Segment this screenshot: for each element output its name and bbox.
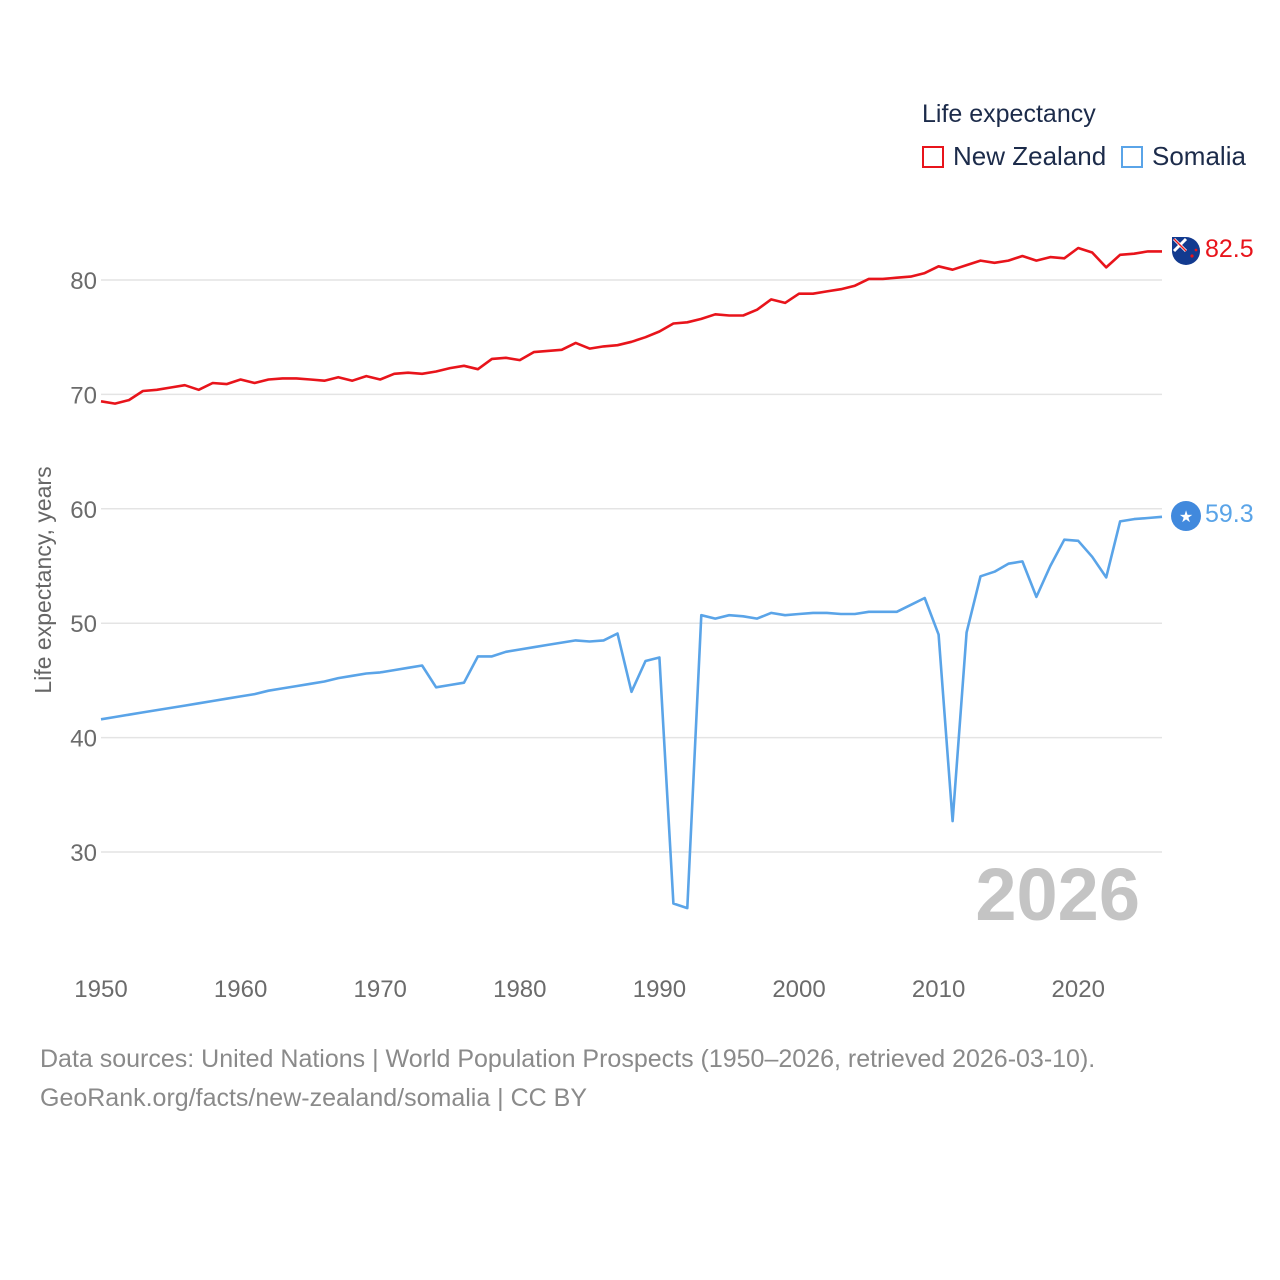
year-watermark: 2026	[975, 853, 1140, 936]
legend-title: Life expectancy	[922, 100, 1096, 128]
x-tick-label: 1970	[354, 976, 407, 1003]
series-line-new-zealand[interactable]	[100, 246, 1162, 405]
legend-label-somalia: Somalia	[1152, 141, 1246, 171]
y-tick-label: 60	[70, 497, 97, 524]
somalia-end-value: 59.3	[1205, 500, 1254, 528]
somalia-flag-icon: ★	[1171, 501, 1201, 531]
series-layer	[100, 246, 1163, 910]
x-tick-label: 1960	[214, 976, 267, 1003]
y-tick-label: 50	[70, 611, 97, 638]
x-tick-label: 2020	[1052, 976, 1105, 1003]
y-axis-ticks: 30 40 50 60 70 80	[70, 268, 97, 867]
new-zealand-end-value: 82.5	[1205, 235, 1254, 263]
y-tick-label: 70	[70, 382, 97, 409]
x-tick-label: 1990	[633, 976, 686, 1003]
x-tick-label: 1950	[74, 976, 127, 1003]
y-tick-label: 30	[70, 840, 97, 867]
legend-swatch-new-zealand	[922, 145, 944, 168]
x-tick-label: 2000	[772, 976, 825, 1003]
source-link-line[interactable]: GeoRank.org/facts/new-zealand/somalia | …	[40, 1084, 588, 1112]
y-tick-label: 80	[70, 268, 97, 295]
series-line-somalia[interactable]	[100, 515, 1163, 910]
gridlines	[101, 279, 1162, 853]
legend-swatch-somalia	[1121, 145, 1143, 168]
legend-label-new-zealand: New Zealand	[953, 141, 1107, 171]
legend-item-new-zealand[interactable]: New Zealand	[922, 141, 1106, 172]
y-axis-label: Life expectancy, years	[30, 466, 56, 693]
x-tick-label: 1980	[493, 976, 546, 1003]
new-zealand-flag-icon	[1172, 237, 1200, 265]
source-line-1: Data sources: United Nations | World Pop…	[40, 1045, 1096, 1073]
x-tick-label: 2010	[912, 976, 965, 1003]
y-tick-label: 40	[70, 726, 97, 753]
x-axis-ticks: 1950 1960 1970 1980 1990 2000 2010 2020	[74, 976, 1105, 1003]
svg-text:★: ★	[1179, 509, 1193, 526]
legend-item-somalia[interactable]: Somalia	[1121, 141, 1246, 172]
